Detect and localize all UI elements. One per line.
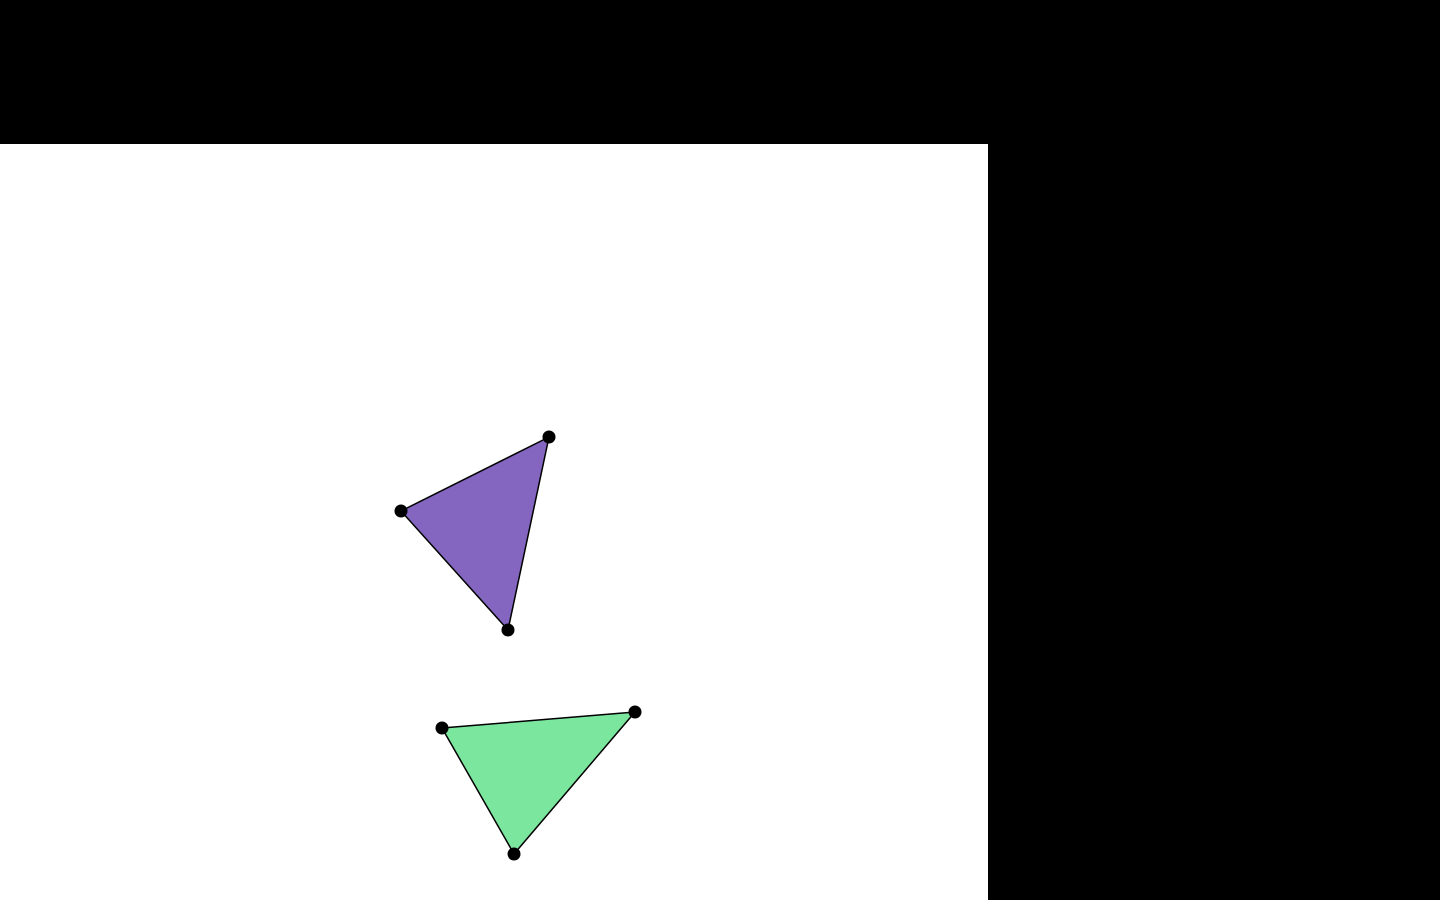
green-triangle-vertex-handle-1[interactable] xyxy=(435,721,449,735)
green-triangle-body[interactable] xyxy=(441,711,636,855)
purple-triangle-body[interactable] xyxy=(400,436,550,631)
green-triangle-vertex-handle-2[interactable] xyxy=(628,705,642,719)
drawing-canvas[interactable] xyxy=(0,144,988,900)
purple-triangle-vertex-handle-2[interactable] xyxy=(394,504,408,518)
purple-triangle-vertex-handle-3[interactable] xyxy=(501,623,515,637)
purple-triangle[interactable] xyxy=(394,430,556,637)
purple-triangle-vertex-handle-1[interactable] xyxy=(542,430,556,444)
green-triangle[interactable] xyxy=(435,705,642,861)
canvas-svg[interactable] xyxy=(0,144,988,900)
green-triangle-vertex-handle-3[interactable] xyxy=(507,847,521,861)
